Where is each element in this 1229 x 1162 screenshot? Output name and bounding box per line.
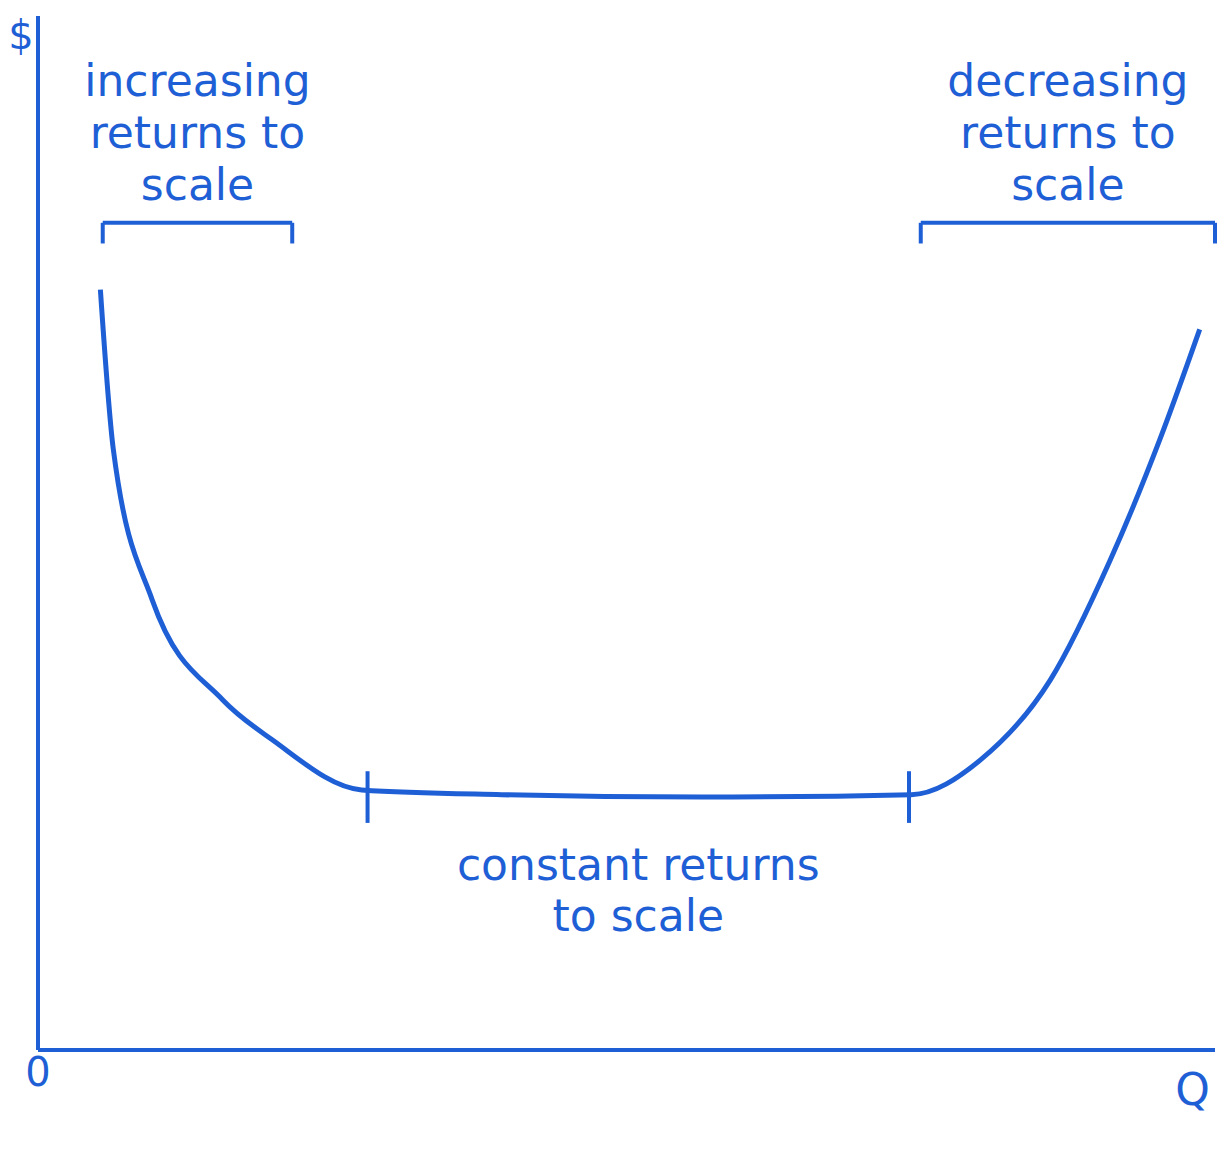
svg-text:increasing: increasing xyxy=(84,55,310,106)
svg-text:constant returns: constant returns xyxy=(457,839,820,890)
svg-text:$: $ xyxy=(8,12,33,58)
svg-text:0: 0 xyxy=(25,1049,50,1095)
svg-text:decreasing: decreasing xyxy=(947,55,1188,106)
svg-text:Q: Q xyxy=(1175,1064,1210,1115)
svg-text:scale: scale xyxy=(1011,159,1124,210)
svg-text:to scale: to scale xyxy=(553,890,725,941)
svg-text:returns to: returns to xyxy=(90,107,306,158)
svg-text:scale: scale xyxy=(141,159,254,210)
svg-text:returns to: returns to xyxy=(960,107,1176,158)
